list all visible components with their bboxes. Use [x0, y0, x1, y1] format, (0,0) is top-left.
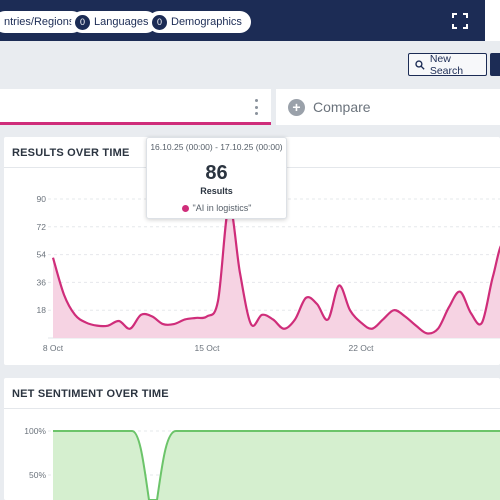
results-area — [53, 205, 500, 338]
tooltip-date-range: 16.10.25 (00:00) - 17.10.25 (00:00) — [150, 142, 283, 152]
plus-circle-icon: + — [288, 98, 305, 116]
series-color-dot — [181, 204, 189, 212]
y-tick-label: 90 — [37, 194, 47, 204]
menu-button[interactable] — [490, 53, 500, 76]
tooltip-series: "AI in logistics" — [147, 203, 286, 213]
countries-regions-label: ntries/Regions — [4, 16, 75, 28]
tooltip-unit: Results — [200, 186, 233, 196]
x-tick-label: 22 Oct — [348, 343, 374, 353]
new-search-label: New Search — [429, 52, 464, 77]
x-tick-label: 15 Oct — [194, 343, 220, 353]
demographics-count-badge: 0 — [152, 14, 167, 30]
y-tick-label: 36 — [37, 277, 47, 287]
compare-label: Compare — [313, 99, 371, 115]
results-line — [51, 204, 500, 335]
new-search-button[interactable]: New Search — [408, 52, 487, 77]
sentiment-area — [53, 431, 500, 500]
demographics-filter-chip[interactable]: 0 Demographics — [148, 11, 251, 33]
chart-tooltip: 16.10.25 (00:00) - 17.10.25 (00:00) 86 R… — [146, 137, 287, 219]
more-options-icon[interactable] — [255, 99, 259, 115]
side-panel-edge — [485, 0, 500, 41]
card-divider — [4, 408, 500, 409]
compare-tab[interactable]: + Compare — [276, 89, 500, 125]
fullscreen-icon[interactable] — [452, 13, 468, 29]
filter-bar: ntries/Regions 0 Languages 0 Demographic… — [0, 0, 500, 41]
query-tab-active[interactable] — [0, 89, 271, 125]
results-card-title: RESULTS OVER TIME — [12, 147, 130, 159]
y-tick-label: 50% — [29, 470, 46, 480]
sentiment-card-title: NET SENTIMENT OVER TIME — [12, 388, 169, 400]
search-icon — [415, 59, 425, 70]
x-tick-label: 8 Oct — [43, 343, 64, 353]
countries-regions-filter-chip[interactable]: ntries/Regions — [0, 11, 84, 33]
y-tick-label: 72 — [37, 222, 47, 232]
y-tick-label: 100% — [24, 426, 46, 436]
languages-count-badge: 0 — [75, 14, 90, 30]
tooltip-value: 86 — [205, 162, 228, 184]
demographics-label: Demographics — [171, 16, 242, 28]
sentiment-line — [53, 430, 500, 500]
languages-filter-chip[interactable]: 0 Languages — [71, 11, 158, 33]
net-sentiment-card: NET SENTIMENT OVER TIME 100% 50% — [4, 378, 500, 500]
y-tick-label: 54 — [37, 250, 47, 260]
sentiment-chart[interactable]: 100% 50% — [4, 378, 500, 500]
y-tick-label: 18 — [37, 305, 47, 315]
languages-label: Languages — [94, 16, 149, 28]
tooltip-series-label: "AI in logistics" — [192, 203, 252, 213]
